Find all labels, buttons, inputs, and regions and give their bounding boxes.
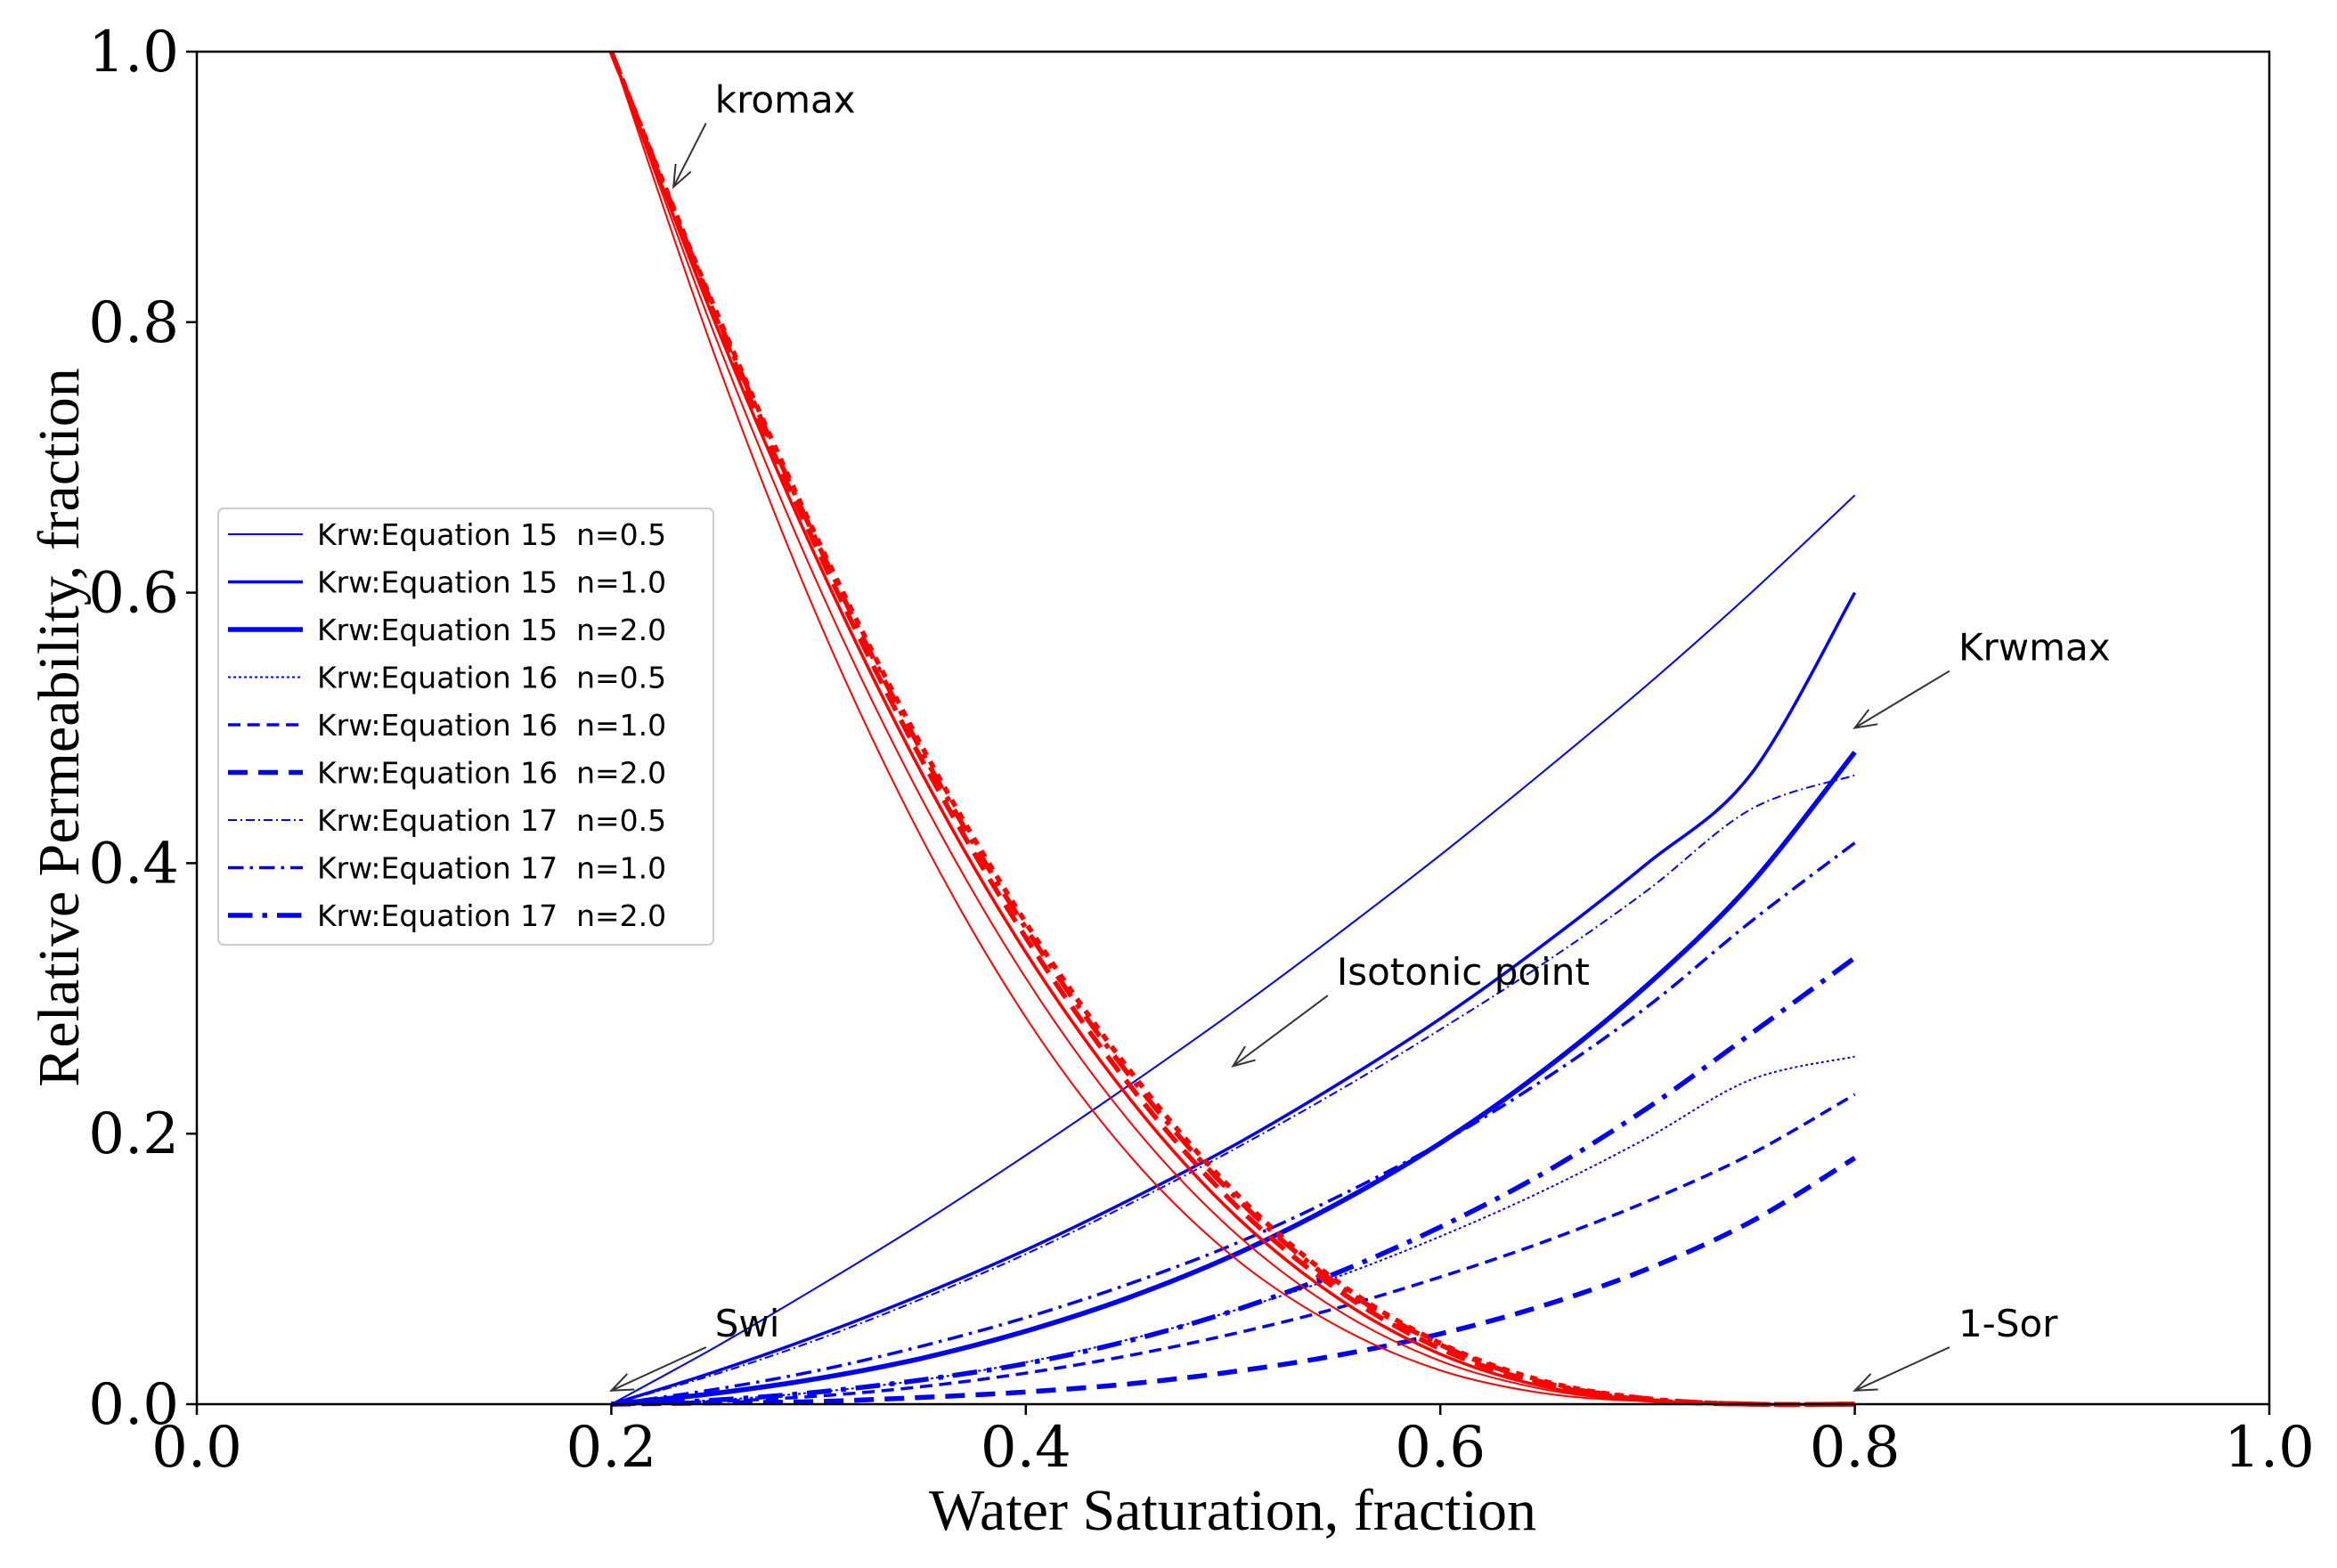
krw-series-line-5 — [611, 1093, 1856, 1406]
annotation-label: 1-Sor — [1958, 1302, 2058, 1345]
annotation-label: Isotonic point — [1337, 950, 1590, 994]
x-tick-label: 1.0 — [2224, 1415, 2315, 1481]
krw-series-line-9 — [611, 955, 1857, 1407]
annotation-arrowhead — [672, 163, 692, 190]
y-tick-label: 1.0 — [88, 20, 179, 85]
annotation-arrow — [1854, 670, 1950, 729]
plot-lines — [608, 50, 1857, 1408]
annotation-arrowhead — [1852, 709, 1878, 729]
krw-series-line-1 — [610, 494, 1856, 1405]
y-tick-label: 0.4 — [88, 831, 179, 897]
legend-frame — [217, 508, 714, 946]
annotation-label: kromax — [715, 77, 856, 121]
legend-label: Krw:Equation 17 n=0.5 — [317, 803, 666, 838]
y-tick-label: 0.2 — [88, 1101, 179, 1167]
annotation-arrow — [610, 1346, 707, 1392]
legend-label: Krw:Equation 15 n=0.5 — [317, 517, 666, 552]
y-tick-label: 0.8 — [88, 290, 179, 356]
legend-label: Krw:Equation 15 n=1.0 — [317, 565, 666, 600]
legend-label: Krw:Equation 17 n=1.0 — [317, 851, 666, 886]
x-tick-label: 0.0 — [151, 1415, 242, 1481]
krw-series-line-2 — [610, 591, 1857, 1406]
annotation-arrow — [1854, 1346, 1950, 1392]
y-tick-label: 0.6 — [88, 561, 179, 627]
y-tick-label: 0.0 — [88, 1372, 179, 1438]
x-axis-title: Water Saturation, fraction — [929, 1478, 1536, 1543]
annotation-label: Swi — [715, 1302, 780, 1345]
y-axis-title: Relative Permeability, fraction — [27, 368, 92, 1087]
krw-series-line-8 — [611, 841, 1856, 1406]
annotation-arrowhead — [1231, 1045, 1256, 1068]
legend-label: Krw:Equation 17 n=2.0 — [317, 898, 666, 933]
x-tick-label: 0.2 — [566, 1415, 657, 1481]
legend-label: Krw:Equation 16 n=2.0 — [317, 756, 666, 791]
annotation-label: Krwmax — [1958, 626, 2111, 670]
annotations: kromax Krwmax Isotonic point Swi 1-Sor — [608, 77, 2111, 1392]
krw-series-line-7 — [611, 774, 1855, 1405]
x-tick-label: 0.8 — [1810, 1415, 1901, 1481]
legend-label: Krw:Equation 16 n=1.0 — [317, 708, 666, 743]
x-tick-label: 0.4 — [981, 1415, 1071, 1481]
plot-frame — [195, 50, 2271, 1406]
x-tick-label: 0.6 — [1395, 1415, 1486, 1481]
annotation-arrowhead — [1852, 1373, 1878, 1392]
x-axis: 0.0 0.2 0.4 0.6 0.8 1.0 — [151, 1404, 2315, 1481]
kro-series-line-11 — [610, 51, 1855, 1406]
kro-series-line-10 — [610, 51, 1855, 1406]
kro-series-line-15 — [608, 50, 1855, 1408]
annotation-arrow — [672, 122, 707, 188]
legend-label: Krw:Equation 16 n=0.5 — [317, 661, 666, 695]
annotation-arrow — [1232, 995, 1329, 1068]
kro-series-line-13 — [608, 50, 1855, 1408]
legend: Krw:Equation 15 n=0.5 Krw:Equation 15 n=1… — [217, 508, 714, 946]
legend-label: Krw:Equation 15 n=2.0 — [317, 613, 666, 647]
annotation-arrowhead — [608, 1373, 635, 1392]
krw-series-line-4 — [611, 1055, 1855, 1405]
krw-series-line-3 — [611, 751, 1857, 1407]
y-axis: 0.0 0.2 0.4 0.6 0.8 1.0 — [88, 20, 197, 1438]
